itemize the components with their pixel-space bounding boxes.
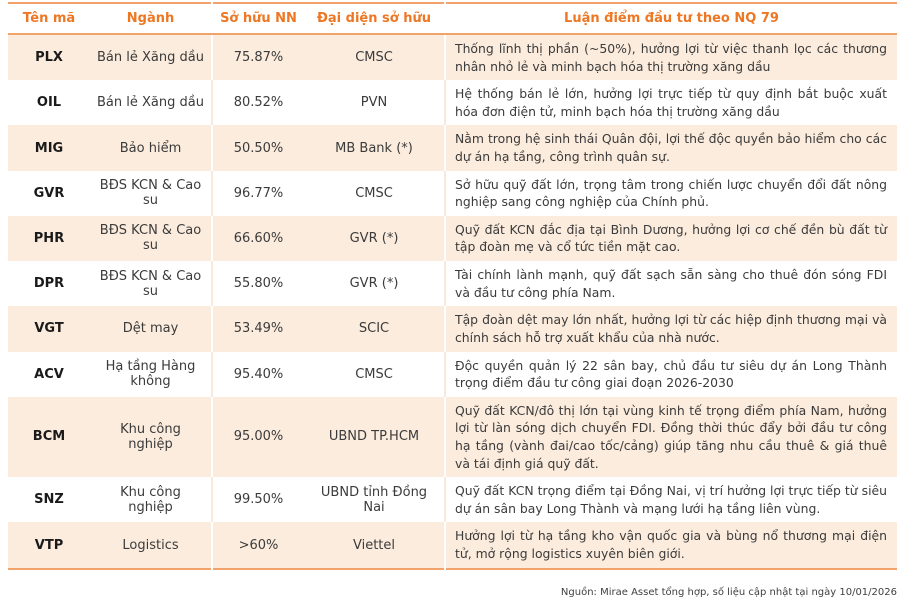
state-ownership-cell: 99.50% [211,477,304,523]
ticker-cell: SNZ [34,492,64,508]
state-ownership-cell: >60% [211,522,304,569]
representative-cell: GVR (*) [349,276,399,292]
header-row: Tên mã Ngành Sở hữu NN Đại diện sở hữu L… [8,3,897,35]
industry-cell: Khu công nghiệp [120,421,181,452]
industry-cell: Dệt may [122,321,179,337]
table-row: VGT Dệt may 53.49% SCIC Tập đoàn dệt may lớn… [8,306,897,352]
investment-thesis-cell: Sở hữu quỹ đất lớn, trọng tâm trong chiế… [444,170,897,216]
industry-cell: Bán lẻ Xăng dầu [97,50,204,66]
industry-cell: Bán lẻ Xăng dầu [97,95,204,111]
table-row: GVR BĐS KCN & Cao su 96.77% CMSC Sở hữu quỹ … [8,170,897,216]
representative-cell: CMSC [355,185,393,201]
state-ownership-cell: 53.49% [211,306,304,352]
ticker-cell: GVR [33,185,65,201]
state-ownership-cell: 96.77% [211,170,304,216]
state-ownership-cell: 95.00% [211,396,304,478]
ticker-cell: DPR [33,276,65,292]
industry-cell: Logistics [122,537,179,553]
header-industry: Ngành [90,3,212,35]
investment-thesis-cell: Độc quyền quản lý 22 sân bay, chủ đầu tư… [444,351,897,397]
state-ownership-cell: 95.40% [211,351,304,397]
table-row: ACV Hạ tầng Hàng không 95.40% CMSC Độc quyền… [8,351,897,397]
investment-thesis-cell: Tài chính lành mạnh, quỹ đất sạch sẵn sà… [444,261,897,307]
investment-thesis-cell: Nằm trong hệ sinh thái Quân đội, lợi thế… [444,125,897,171]
investment-thesis-cell: Quỹ đất KCN trọng điểm tại Đồng Nai, vị … [444,477,897,523]
investment-thesis-cell: Quỹ đất KCN đắc địa tại Bình Dương, hưởn… [444,215,897,262]
representative-cell: Viettel [352,537,396,553]
source-note: Nguồn: Mirae Asset tổng hợp, số liệu cập… [560,586,897,598]
header-ticker: Tên mã [8,3,90,35]
header-state-ownership: Sở hữu NN [212,3,304,35]
representative-cell: PVN [360,95,388,111]
state-ownership-cell: 66.60% [211,215,304,262]
ticker-cell: PLX [35,50,63,66]
industry-cell: Bảo hiểm [119,140,182,156]
ticker-cell: ACV [34,366,64,382]
industry-cell: BĐS KCN & Cao su [99,223,202,254]
investment-thesis-cell: Hưởng lợi từ hạ tầng kho vận quốc gia và… [444,522,897,569]
investment-thesis-cell: Thống lĩnh thị phần (~50%), hưởng lợi từ… [444,34,897,81]
table-row: SNZ Khu công nghiệp 99.50% UBND tỉnh Đồng N… [8,477,897,523]
representative-cell: UBND TP.HCM [328,429,420,445]
investment-thesis-cell: Quỹ đất KCN/đô thị lớn tại vùng kinh tế … [444,396,897,478]
representative-cell: CMSC [355,50,393,66]
state-ownership-cell: 75.87% [211,34,304,81]
ticker-cell: MIG [34,140,64,156]
header-investment-thesis: Luận điểm đầu tư theo NQ 79 [445,3,897,35]
table-row: VTP Logistics >60% Viettel Hưởng lợi từ hạ t… [8,522,897,569]
ticker-cell: VTP [34,537,64,553]
investment-thesis-cell: Hệ thống bán lẻ lớn, hưởng lợi trực tiếp… [444,80,897,126]
table-row: DPR BĐS KCN & Cao su 55.80% GVR (*) Tài chín… [8,261,897,307]
state-ownership-cell: 55.80% [211,261,304,307]
representative-cell: GVR (*) [349,230,399,246]
state-ownership-cell: 50.50% [211,125,304,171]
header-representative: Đại diện sở hữu [304,3,445,35]
ticker-cell: VGT [34,321,64,337]
industry-cell: Khu công nghiệp [120,484,181,515]
state-ownership-cell: 80.52% [211,80,304,126]
representative-cell: SCIC [358,321,390,337]
industry-cell: BĐS KCN & Cao su [99,178,202,209]
representative-cell: MB Bank (*) [335,140,413,156]
table-row: PLX Bán lẻ Xăng dầu 75.87% CMSC Thống lĩnh t… [8,34,897,81]
representative-cell: CMSC [355,366,393,382]
table-row: BCM Khu công nghiệp 95.00% UBND TP.HCM Quỹ đ… [8,396,897,478]
industry-cell: Hạ tầng Hàng không [105,359,196,390]
table-row: MIG Bảo hiểm 50.50% MB Bank (*) Nằm trong hệ… [8,125,897,171]
ticker-cell: OIL [36,95,62,111]
investment-thesis-cell: Tập đoàn dệt may lớn nhất, hưởng lợi từ … [444,306,897,352]
ticker-cell: PHR [33,230,65,246]
ticker-cell: BCM [32,429,66,445]
table-row: PHR BĐS KCN & Cao su 66.60% GVR (*) Quỹ đất … [8,215,897,262]
industry-cell: BĐS KCN & Cao su [99,268,202,299]
table-row: OIL Bán lẻ Xăng dầu 80.52% PVN Hệ thống bán … [8,80,897,126]
representative-cell: UBND tỉnh Đồng Nai [320,484,428,515]
state-owned-stocks-table: Tên mã Ngành Sở hữu NN Đại diện sở hữu L… [8,2,897,570]
